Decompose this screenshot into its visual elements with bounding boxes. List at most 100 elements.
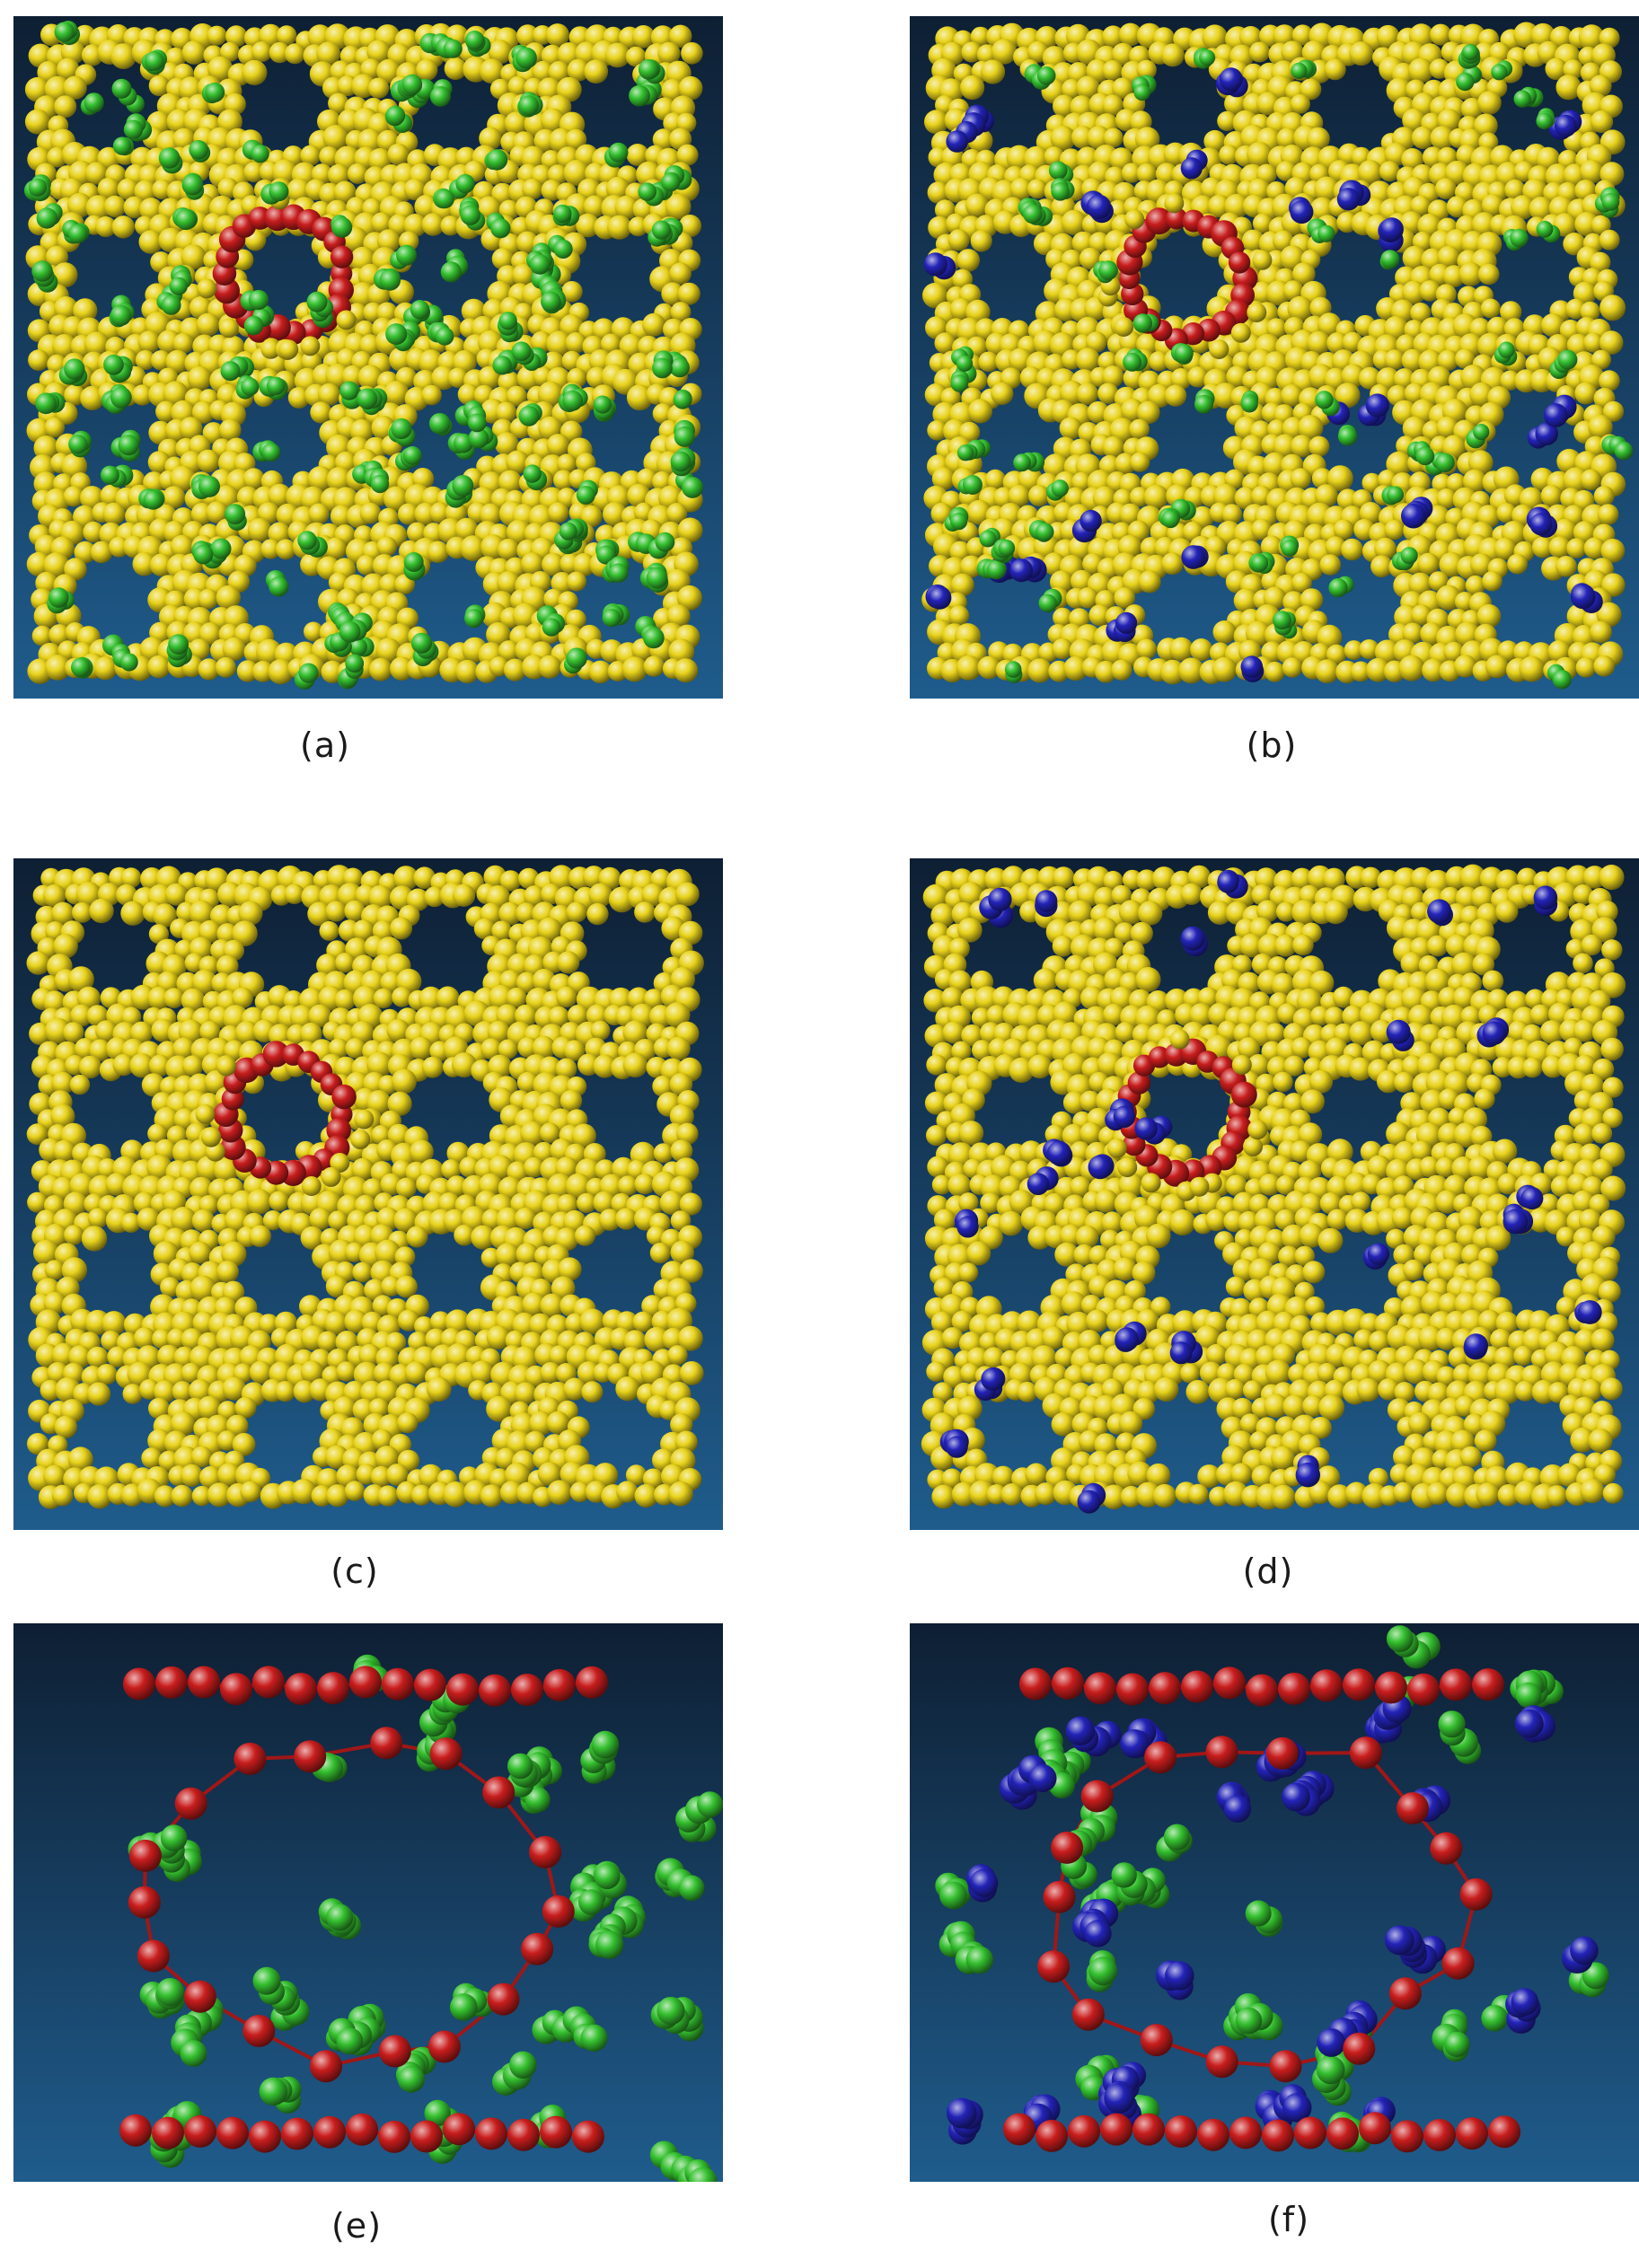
framework-atom	[1062, 1091, 1087, 1114]
guest-green-atom	[1051, 479, 1069, 497]
framework-atom	[54, 95, 77, 119]
guest-green-atom	[143, 489, 163, 510]
framework-atom	[1495, 900, 1519, 923]
framework-atom	[1094, 886, 1116, 910]
framework-atom	[967, 399, 993, 424]
guest-green-atom	[224, 504, 246, 525]
guest-green-atom	[210, 538, 232, 559]
framework-atom	[287, 387, 310, 409]
framework-atom	[1114, 587, 1135, 609]
framework-atom	[557, 453, 577, 474]
framework-atom	[1522, 1057, 1543, 1078]
framework-atom	[498, 901, 523, 926]
framework-atom	[636, 468, 657, 489]
framework-atom	[642, 312, 666, 337]
framework-atom	[1402, 108, 1426, 133]
framework-atom	[1583, 332, 1604, 353]
guest-green-atom	[428, 413, 451, 435]
framework-atom	[1146, 1223, 1171, 1249]
framework-atom	[89, 1039, 111, 1061]
framework-atom	[43, 990, 66, 1014]
framework-atom	[347, 163, 368, 184]
guest-green-atom	[596, 545, 616, 565]
framework-atom	[170, 534, 195, 559]
panel-d-render	[910, 858, 1639, 1530]
framework-atom	[670, 1240, 694, 1264]
framework-atom	[164, 883, 188, 906]
framework-atom	[1599, 865, 1625, 891]
framework-atom	[1115, 1022, 1136, 1043]
framework-atom	[548, 1006, 569, 1028]
guest-green-atom	[1400, 547, 1418, 565]
framework-atom	[676, 1122, 699, 1145]
framework-atom	[172, 1037, 196, 1060]
framework-atom	[447, 367, 469, 389]
framework-atom	[1519, 655, 1546, 682]
framework-atom	[328, 1038, 349, 1059]
framework-atom	[316, 954, 339, 977]
framework-atom	[93, 656, 118, 681]
framework-atom	[1370, 555, 1393, 577]
framework-atom	[580, 505, 603, 528]
framework-atom	[189, 1176, 214, 1200]
framework-atom	[1563, 59, 1583, 80]
framework-atom	[300, 1226, 324, 1250]
framework-atom	[259, 23, 283, 48]
framework-atom	[649, 1243, 671, 1263]
guest-green-atom	[1161, 510, 1180, 529]
framework-atom	[27, 1433, 49, 1455]
framework-atom	[1463, 469, 1487, 493]
framework-atom	[515, 1004, 538, 1027]
framework-atom	[173, 1108, 197, 1130]
framework-atom	[537, 381, 564, 408]
framework-atom	[1384, 349, 1405, 370]
framework-atom	[53, 1139, 76, 1163]
framework-atom	[1317, 312, 1342, 337]
framework-atom	[199, 1021, 221, 1042]
framework-atom	[42, 883, 66, 908]
framework-atom	[190, 1446, 213, 1468]
framework-atom	[1366, 657, 1390, 682]
guest-green-atom	[248, 289, 269, 311]
framework-atom	[1309, 970, 1335, 996]
framework-atom	[246, 1189, 272, 1215]
framework-atom	[934, 332, 956, 354]
framework-atom	[558, 1257, 582, 1281]
guest-blue-atom	[1554, 114, 1577, 137]
framework-atom	[441, 1159, 462, 1180]
framework-atom	[421, 213, 445, 236]
framework-atom	[670, 1413, 693, 1437]
framework-atom	[232, 1432, 256, 1456]
guest-green-atom	[651, 220, 672, 240]
framework-atom	[1492, 1138, 1518, 1164]
framework-atom	[1281, 1224, 1307, 1250]
guest-green-atom	[193, 544, 214, 565]
framework-atom	[1252, 213, 1273, 233]
framework-atom	[551, 1276, 576, 1300]
panel-b-image	[910, 16, 1639, 699]
framework-atom	[120, 901, 145, 926]
framework-atom	[375, 1239, 401, 1266]
framework-atom	[1247, 303, 1267, 322]
guest-green-atom	[403, 552, 424, 572]
framework-atom	[413, 866, 436, 889]
framework-atom	[1448, 1107, 1468, 1128]
framework-atom	[28, 349, 49, 371]
guest-green-atom	[1435, 453, 1455, 473]
framework-atom	[375, 1446, 400, 1471]
framework-atom	[1061, 209, 1087, 235]
framework-atom	[1088, 604, 1111, 627]
framework-atom	[51, 901, 75, 926]
guest-blue-atom	[1086, 194, 1112, 220]
framework-atom	[300, 336, 321, 356]
framework-atom	[579, 1308, 606, 1335]
framework-atom	[669, 1103, 694, 1129]
framework-atom	[171, 1411, 196, 1437]
framework-atom	[311, 1485, 333, 1507]
framework-atom	[410, 1036, 433, 1060]
framework-atom	[148, 75, 170, 97]
framework-atom	[1238, 1037, 1260, 1060]
framework-atom	[470, 1360, 494, 1385]
ring-atom	[1145, 207, 1173, 235]
framework-atom	[1291, 900, 1317, 926]
